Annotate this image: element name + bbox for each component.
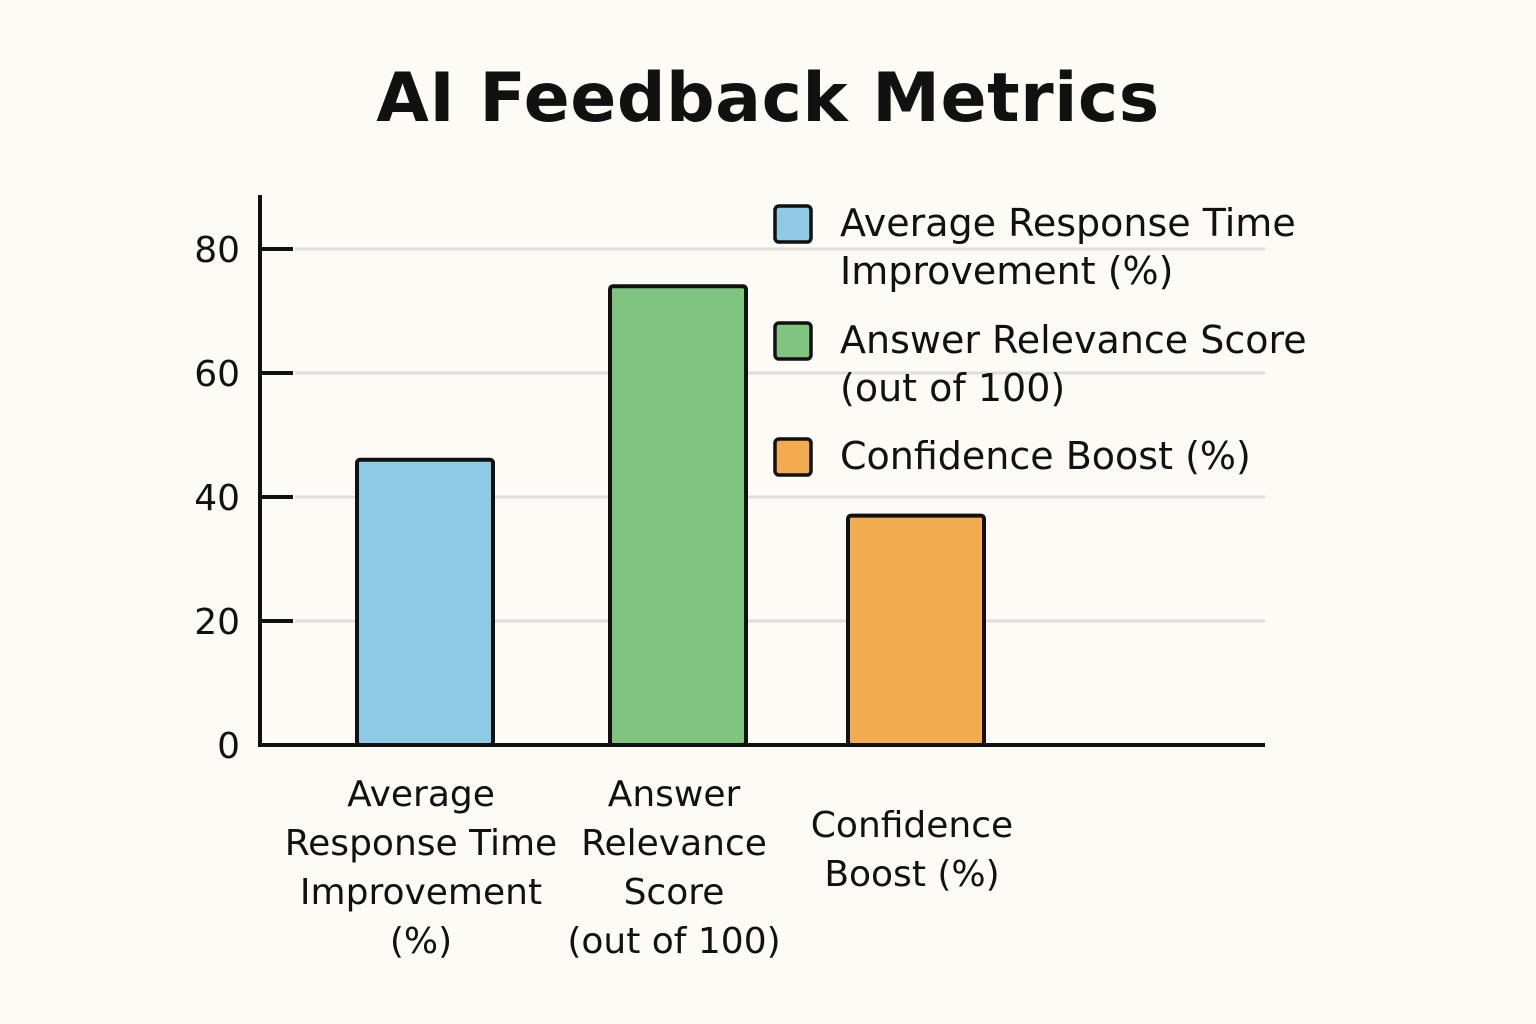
legend-item-3: Confidence Boost (%) bbox=[773, 434, 1251, 478]
x-category-labels: Average Response Time Improvement (%)Answer… bbox=[285, 774, 1013, 962]
legend-label-3: Confidence Boost (%) bbox=[840, 434, 1251, 478]
x-category-label-1: Average Response Time Improvement (%) bbox=[285, 774, 557, 962]
y-tick-label-0: 0 bbox=[217, 726, 240, 767]
legend-swatch-2 bbox=[773, 321, 813, 361]
y-tick-label-80: 80 bbox=[194, 230, 240, 271]
chart-title: AI Feedback Metrics bbox=[376, 59, 1160, 138]
y-ticks: 0 20 40 60 80 bbox=[194, 230, 293, 767]
bars bbox=[355, 284, 986, 747]
bar-1 bbox=[355, 457, 495, 747]
y-tick-label-40: 40 bbox=[194, 478, 240, 519]
x-category-label-3: Confidence Boost (%) bbox=[811, 805, 1013, 895]
legend-swatch-1 bbox=[773, 204, 813, 244]
bar-2 bbox=[608, 284, 748, 747]
y-tick-label-60: 60 bbox=[194, 354, 240, 395]
y-tick-label-20: 20 bbox=[194, 602, 240, 643]
legend-item-1: Average Response Time Improvement (%) bbox=[773, 201, 1296, 293]
x-category-label-2: Answer Relevance Score (out of 100) bbox=[567, 774, 780, 962]
legend: Average Response Time Improvement (%) Answ… bbox=[773, 201, 1307, 478]
legend-swatch-3 bbox=[773, 437, 813, 477]
axes bbox=[258, 195, 1265, 747]
legend-label-2: Answer Relevance Score (out of 100) bbox=[840, 318, 1307, 410]
bar-3 bbox=[846, 513, 986, 747]
legend-item-2: Answer Relevance Score (out of 100) bbox=[773, 318, 1307, 410]
legend-label-1: Average Response Time Improvement (%) bbox=[840, 201, 1296, 293]
